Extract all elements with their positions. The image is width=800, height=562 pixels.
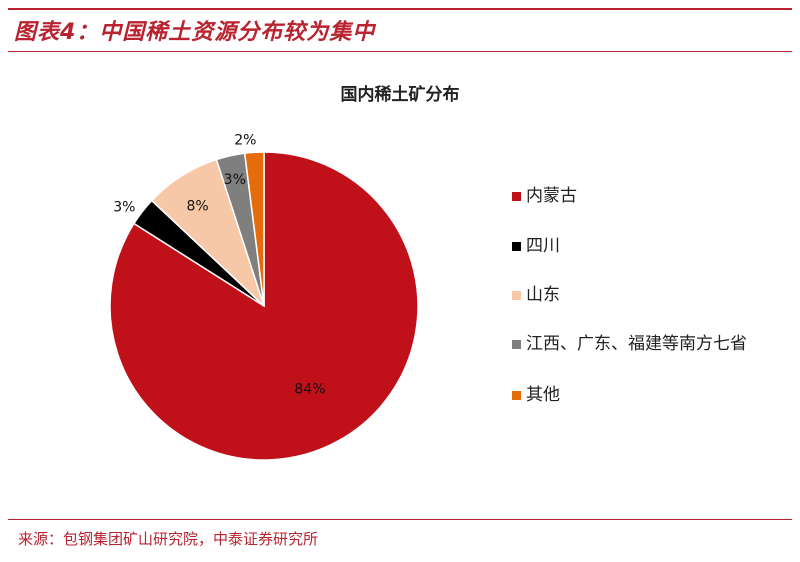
title-rule (8, 51, 792, 52)
legend-item-5: 其他 (512, 384, 766, 406)
data-label-5: 2% (234, 132, 256, 148)
legend-label: 四川 (526, 236, 560, 256)
legend-swatch (512, 340, 521, 349)
bottom-rule (8, 519, 792, 520)
legend-swatch (512, 391, 521, 400)
top-rule (8, 8, 792, 10)
data-label-3: 8% (187, 199, 209, 215)
legend-swatch (512, 291, 521, 300)
source-note: 来源：包钢集团矿山研究院，中泰证券研究所 (18, 530, 319, 548)
legend-label: 山东 (526, 285, 560, 305)
legend-item-2: 四川 (512, 235, 766, 257)
data-label-2: 3% (113, 200, 135, 216)
legend-label: 其他 (526, 385, 560, 405)
legend-item-4: 江西、广东、福建等南方七省 (512, 333, 766, 355)
pie-slice-5 (243, 151, 265, 307)
data-label-1: 84% (294, 382, 325, 398)
legend-item-3: 山东 (512, 284, 766, 306)
legend-label: 内蒙古 (526, 186, 577, 206)
legend-item-1: 内蒙古 (512, 185, 766, 207)
legend-label: 江西、广东、福建等南方七省 (526, 334, 747, 354)
chart-title: 国内稀土矿分布 (340, 85, 460, 105)
legend-swatch (512, 192, 521, 201)
figure-title: 图表4：中国稀土资源分布较为集中 (14, 20, 376, 45)
legend-swatch (512, 242, 521, 251)
data-label-4: 3% (224, 172, 246, 188)
